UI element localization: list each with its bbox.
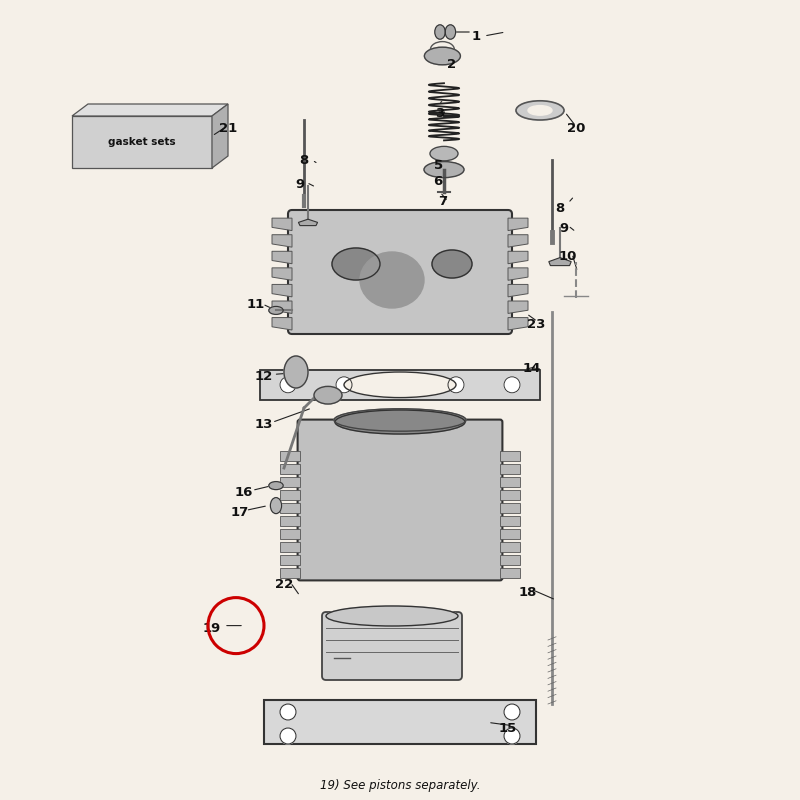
Polygon shape	[298, 219, 318, 226]
Polygon shape	[500, 451, 520, 461]
Text: 1: 1	[471, 30, 481, 42]
Polygon shape	[212, 104, 228, 168]
Text: gasket sets: gasket sets	[108, 137, 176, 147]
Text: 21: 21	[219, 122, 237, 134]
FancyBboxPatch shape	[298, 419, 502, 581]
Polygon shape	[280, 490, 300, 500]
Circle shape	[504, 377, 520, 393]
Polygon shape	[280, 530, 300, 539]
Polygon shape	[280, 451, 300, 461]
Polygon shape	[280, 555, 300, 565]
Ellipse shape	[269, 482, 283, 490]
FancyBboxPatch shape	[264, 700, 536, 744]
Polygon shape	[272, 285, 292, 297]
Polygon shape	[500, 555, 520, 565]
FancyBboxPatch shape	[322, 612, 462, 680]
Polygon shape	[280, 568, 300, 578]
Text: 16: 16	[235, 486, 253, 498]
Text: 9: 9	[295, 178, 305, 190]
Ellipse shape	[269, 306, 283, 314]
Polygon shape	[280, 478, 300, 487]
Text: 15: 15	[499, 722, 517, 734]
Polygon shape	[508, 234, 528, 247]
Ellipse shape	[516, 101, 564, 120]
Ellipse shape	[335, 410, 465, 434]
Text: 8: 8	[555, 202, 565, 214]
Text: 19) See pistons separately.: 19) See pistons separately.	[320, 779, 480, 792]
Circle shape	[448, 377, 464, 393]
Text: 2: 2	[447, 58, 457, 70]
Polygon shape	[72, 116, 212, 168]
Text: 3: 3	[435, 107, 445, 120]
Polygon shape	[508, 285, 528, 297]
Polygon shape	[500, 568, 520, 578]
Polygon shape	[500, 530, 520, 539]
Polygon shape	[272, 251, 292, 264]
Ellipse shape	[360, 252, 424, 308]
Text: 5: 5	[434, 159, 443, 172]
Text: 11: 11	[247, 298, 265, 310]
Polygon shape	[500, 478, 520, 487]
Polygon shape	[280, 542, 300, 552]
Text: 7: 7	[438, 195, 447, 208]
Text: 6: 6	[433, 175, 442, 188]
Polygon shape	[280, 503, 300, 513]
Text: 12: 12	[255, 370, 273, 382]
Ellipse shape	[435, 25, 446, 39]
Ellipse shape	[446, 25, 456, 39]
FancyBboxPatch shape	[260, 370, 540, 400]
Ellipse shape	[284, 356, 308, 388]
Ellipse shape	[334, 409, 466, 431]
Ellipse shape	[425, 47, 461, 65]
Text: 9: 9	[559, 222, 569, 234]
Ellipse shape	[430, 146, 458, 161]
Circle shape	[280, 728, 296, 744]
Polygon shape	[272, 268, 292, 280]
Polygon shape	[280, 516, 300, 526]
Ellipse shape	[314, 386, 342, 404]
Polygon shape	[549, 258, 571, 266]
Text: 18: 18	[519, 586, 537, 598]
Text: 14: 14	[523, 362, 541, 374]
Ellipse shape	[424, 162, 464, 178]
Ellipse shape	[528, 106, 552, 115]
Polygon shape	[508, 301, 528, 314]
Polygon shape	[500, 503, 520, 513]
Text: 23: 23	[527, 318, 545, 330]
Polygon shape	[508, 268, 528, 280]
Polygon shape	[508, 251, 528, 264]
Circle shape	[504, 728, 520, 744]
Ellipse shape	[432, 250, 472, 278]
Polygon shape	[272, 234, 292, 247]
Polygon shape	[500, 516, 520, 526]
Circle shape	[504, 704, 520, 720]
Polygon shape	[500, 464, 520, 474]
Polygon shape	[500, 490, 520, 500]
Text: 17: 17	[231, 506, 249, 518]
Polygon shape	[500, 542, 520, 552]
FancyBboxPatch shape	[288, 210, 512, 334]
Ellipse shape	[332, 248, 380, 280]
Circle shape	[280, 704, 296, 720]
Ellipse shape	[326, 606, 458, 626]
Polygon shape	[272, 301, 292, 314]
Polygon shape	[280, 464, 300, 474]
Text: 20: 20	[567, 122, 585, 134]
Text: 19: 19	[203, 622, 221, 634]
Text: 22: 22	[275, 578, 293, 590]
Circle shape	[336, 377, 352, 393]
Polygon shape	[272, 318, 292, 330]
Ellipse shape	[270, 498, 282, 514]
Polygon shape	[72, 104, 228, 116]
Polygon shape	[272, 218, 292, 230]
Circle shape	[280, 377, 296, 393]
Polygon shape	[508, 318, 528, 330]
Ellipse shape	[344, 372, 456, 398]
Polygon shape	[508, 218, 528, 230]
Text: 8: 8	[299, 154, 309, 166]
Text: 13: 13	[255, 418, 273, 430]
Text: 10: 10	[559, 250, 577, 262]
